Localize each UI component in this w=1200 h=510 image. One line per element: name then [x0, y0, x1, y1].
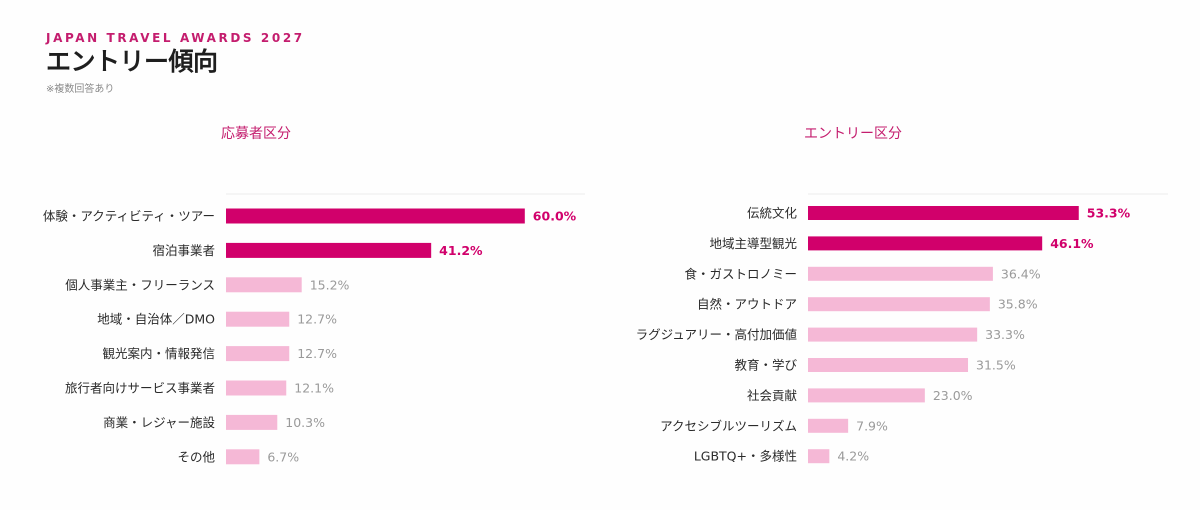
category-label: 社会貢献 — [747, 388, 797, 403]
chart-title: エントリー区分 — [804, 126, 902, 142]
category-label: 地域・自治体／DMO — [97, 312, 215, 327]
category-label: 商業・レジャー施設 — [103, 415, 215, 430]
category-label: 伝統文化 — [747, 206, 798, 221]
category-label: 宿泊事業者 — [152, 243, 215, 258]
bar — [808, 206, 1079, 220]
bar — [226, 346, 290, 362]
bar — [226, 277, 302, 293]
category-label: 旅行者向けサービス事業者 — [65, 381, 215, 396]
bar — [808, 266, 993, 281]
bar — [808, 418, 849, 433]
value-label: 4.2% — [837, 449, 869, 464]
category-label: その他 — [177, 449, 215, 464]
bar — [808, 388, 925, 403]
value-label: 23.0% — [933, 388, 973, 403]
value-label: 46.1% — [1050, 236, 1094, 251]
bar — [226, 414, 278, 430]
bar — [808, 358, 969, 372]
value-label: 7.9% — [856, 418, 888, 433]
bar — [808, 236, 1043, 251]
value-label: 53.3% — [1087, 206, 1131, 221]
bar — [226, 208, 525, 224]
value-label: 33.3% — [985, 327, 1025, 342]
category-label: 自然・アウトドア — [697, 297, 797, 312]
bar — [226, 380, 287, 396]
bar — [226, 449, 260, 465]
bar — [226, 311, 290, 327]
category-label: 体験・アクティビティ・ツアー — [43, 209, 215, 224]
category-label: 観光案内・情報発信 — [102, 346, 215, 361]
value-label: 10.3% — [285, 415, 325, 430]
page-title: エントリー傾向 — [46, 47, 218, 76]
value-label: 15.2% — [310, 277, 350, 292]
chart-title: 応募者区分 — [221, 126, 291, 142]
category-label: 教育・学び — [734, 358, 797, 373]
value-label: 41.2% — [439, 243, 483, 258]
category-label: 地域主導型観光 — [709, 236, 797, 251]
bar — [808, 449, 830, 464]
value-label: 36.4% — [1001, 266, 1041, 281]
value-label: 12.7% — [297, 312, 337, 327]
bar — [808, 327, 978, 342]
value-label: 31.5% — [976, 358, 1016, 373]
category-label: ラグジュアリー・高付加価値 — [636, 327, 797, 342]
value-label: 60.0% — [533, 209, 577, 224]
multiple-answers-note: ※複数回答あり — [46, 84, 115, 95]
value-label: 6.7% — [267, 449, 299, 464]
category-label: アクセシブルツーリズム — [660, 418, 797, 433]
category-label: 食・ガストロノミー — [684, 266, 797, 281]
event-name: JAPAN TRAVEL AWARDS 2027 — [46, 31, 305, 45]
bar — [226, 242, 432, 258]
value-label: 35.8% — [998, 297, 1038, 312]
value-label: 12.1% — [294, 381, 334, 396]
category-label: 個人事業主・フリーランス — [65, 277, 215, 292]
category-label: LGBTQ+・多様性 — [694, 449, 797, 464]
page-header: JAPAN TRAVEL AWARDS 2027 エントリー傾向 ※複数回答あり — [46, 30, 305, 95]
value-label: 12.7% — [297, 346, 337, 361]
bar — [808, 297, 990, 312]
